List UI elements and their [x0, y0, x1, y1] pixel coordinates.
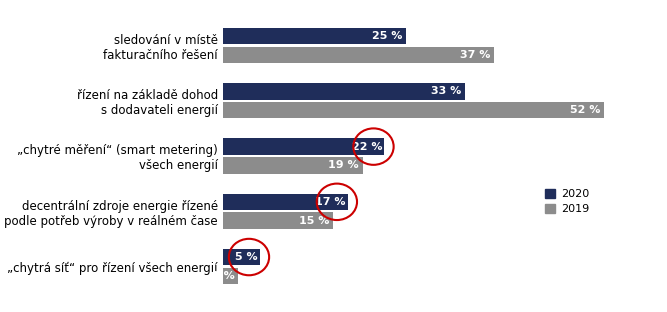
Text: 33 %: 33 % [431, 86, 462, 96]
Bar [223, 193, 348, 210]
Text: 19 %: 19 % [328, 160, 359, 170]
Text: 22 %: 22 % [352, 142, 382, 152]
Text: 17 %: 17 % [315, 197, 346, 207]
Text: 2 %: 2 % [211, 271, 234, 281]
Text: 52 %: 52 % [570, 105, 600, 115]
Bar [223, 83, 465, 100]
Bar [223, 47, 494, 63]
Text: 25 %: 25 % [372, 31, 403, 41]
Bar [223, 138, 384, 155]
Legend: 2020, 2019: 2020, 2019 [546, 189, 589, 214]
Bar [223, 28, 406, 45]
Bar [223, 267, 238, 284]
Bar [223, 102, 604, 119]
Bar [223, 212, 334, 229]
Text: 15 %: 15 % [299, 216, 329, 226]
Text: 37 %: 37 % [460, 50, 491, 60]
Bar [223, 157, 363, 174]
Text: 5 %: 5 % [235, 252, 257, 262]
Bar [223, 249, 260, 265]
